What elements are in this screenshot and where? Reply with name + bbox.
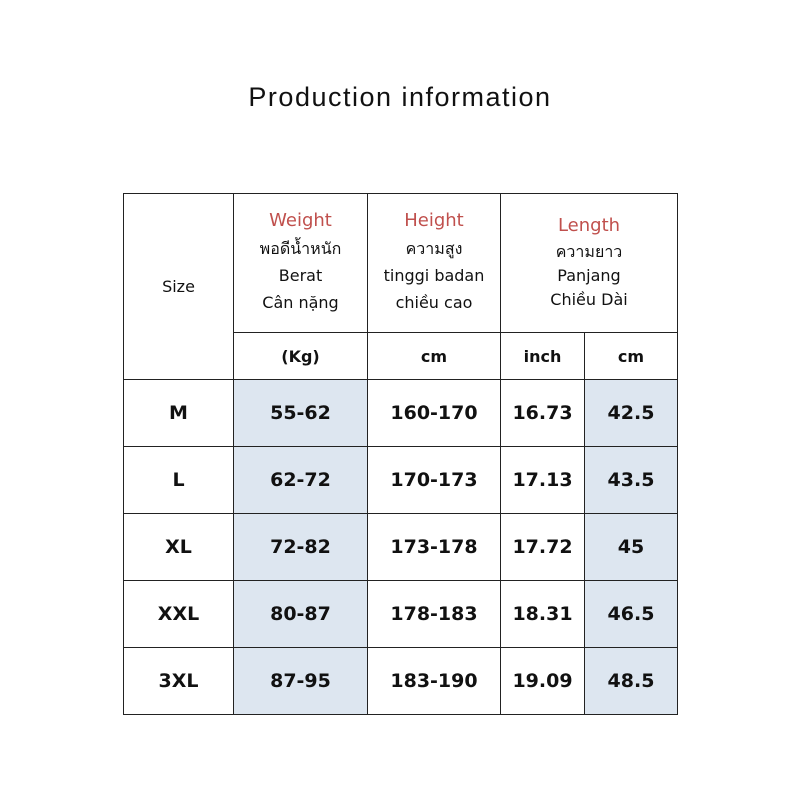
size-cell: 3XL — [123, 647, 234, 715]
value-cell: 87-95 — [233, 647, 368, 715]
height-line: tinggi badan — [383, 266, 485, 285]
data-row: XL 72-82 173-178 17.72 45 — [123, 513, 678, 581]
size-cell: XL — [123, 513, 234, 581]
data-row: M 55-62 160-170 16.73 42.5 — [123, 379, 678, 447]
length-label: Length — [557, 214, 621, 236]
value-cell: 19.09 — [500, 647, 585, 715]
value-cell: 160-170 — [367, 379, 501, 447]
height-line: ความสูง — [405, 239, 463, 258]
weight-line: Cân nặng — [262, 293, 339, 312]
value-cell: 173-178 — [367, 513, 501, 581]
height-line: chiều cao — [395, 293, 473, 312]
units-row: (Kg) cm inch cm — [124, 332, 678, 380]
weight-header: Weight พอดีน้ำหนัก Berat Cân nặng — [233, 193, 368, 333]
value-cell: 17.72 — [500, 513, 585, 581]
length-line: Chiều Dài — [550, 289, 628, 309]
value-cell: 55-62 — [233, 379, 368, 447]
unit-cell: inch — [500, 332, 585, 380]
size-cell: M — [123, 379, 234, 447]
value-cell: 17.13 — [500, 446, 585, 514]
data-row: L 62-72 170-173 17.13 43.5 — [123, 446, 678, 514]
value-cell: 43.5 — [584, 446, 678, 514]
data-row: 3XL 87-95 183-190 19.09 48.5 — [123, 647, 678, 715]
size-header: Size — [123, 193, 234, 380]
size-cell: XXL — [123, 580, 234, 648]
size-table: Size Weight พอดีน้ำหนัก Berat Cân nặng H… — [123, 193, 678, 715]
height-label: Height — [404, 210, 464, 231]
header-row: Size Weight พอดีน้ำหนัก Berat Cân nặng H… — [123, 193, 678, 380]
unit-cell: (Kg) — [233, 332, 368, 380]
length-line: Panjang — [557, 265, 621, 285]
value-cell: 46.5 — [584, 580, 678, 648]
value-cell: 16.73 — [500, 379, 585, 447]
value-cell: 170-173 — [367, 446, 501, 514]
value-cell: 178-183 — [367, 580, 501, 648]
value-cell: 18.31 — [500, 580, 585, 648]
value-cell: 72-82 — [233, 513, 368, 581]
size-cell: L — [123, 446, 234, 514]
value-cell: 62-72 — [233, 446, 368, 514]
value-cell: 183-190 — [367, 647, 501, 715]
height-header: Height ความสูง tinggi badan chiều cao — [367, 193, 501, 333]
weight-line: พอดีน้ำหนัก — [259, 239, 342, 258]
data-row: XXL 80-87 178-183 18.31 46.5 — [123, 580, 678, 648]
weight-label: Weight — [269, 210, 332, 231]
weight-line: Berat — [278, 266, 323, 285]
value-cell: 42.5 — [584, 379, 678, 447]
unit-cell: cm — [584, 332, 678, 380]
length-header: Length ความยาว Panjang Chiều Dài — [500, 193, 678, 333]
page-title: Production information — [248, 82, 552, 112]
length-line: ความยาว — [555, 241, 623, 261]
value-cell: 48.5 — [584, 647, 678, 715]
value-cell: 45 — [584, 513, 678, 581]
unit-cell: cm — [367, 332, 501, 380]
value-cell: 80-87 — [233, 580, 368, 648]
